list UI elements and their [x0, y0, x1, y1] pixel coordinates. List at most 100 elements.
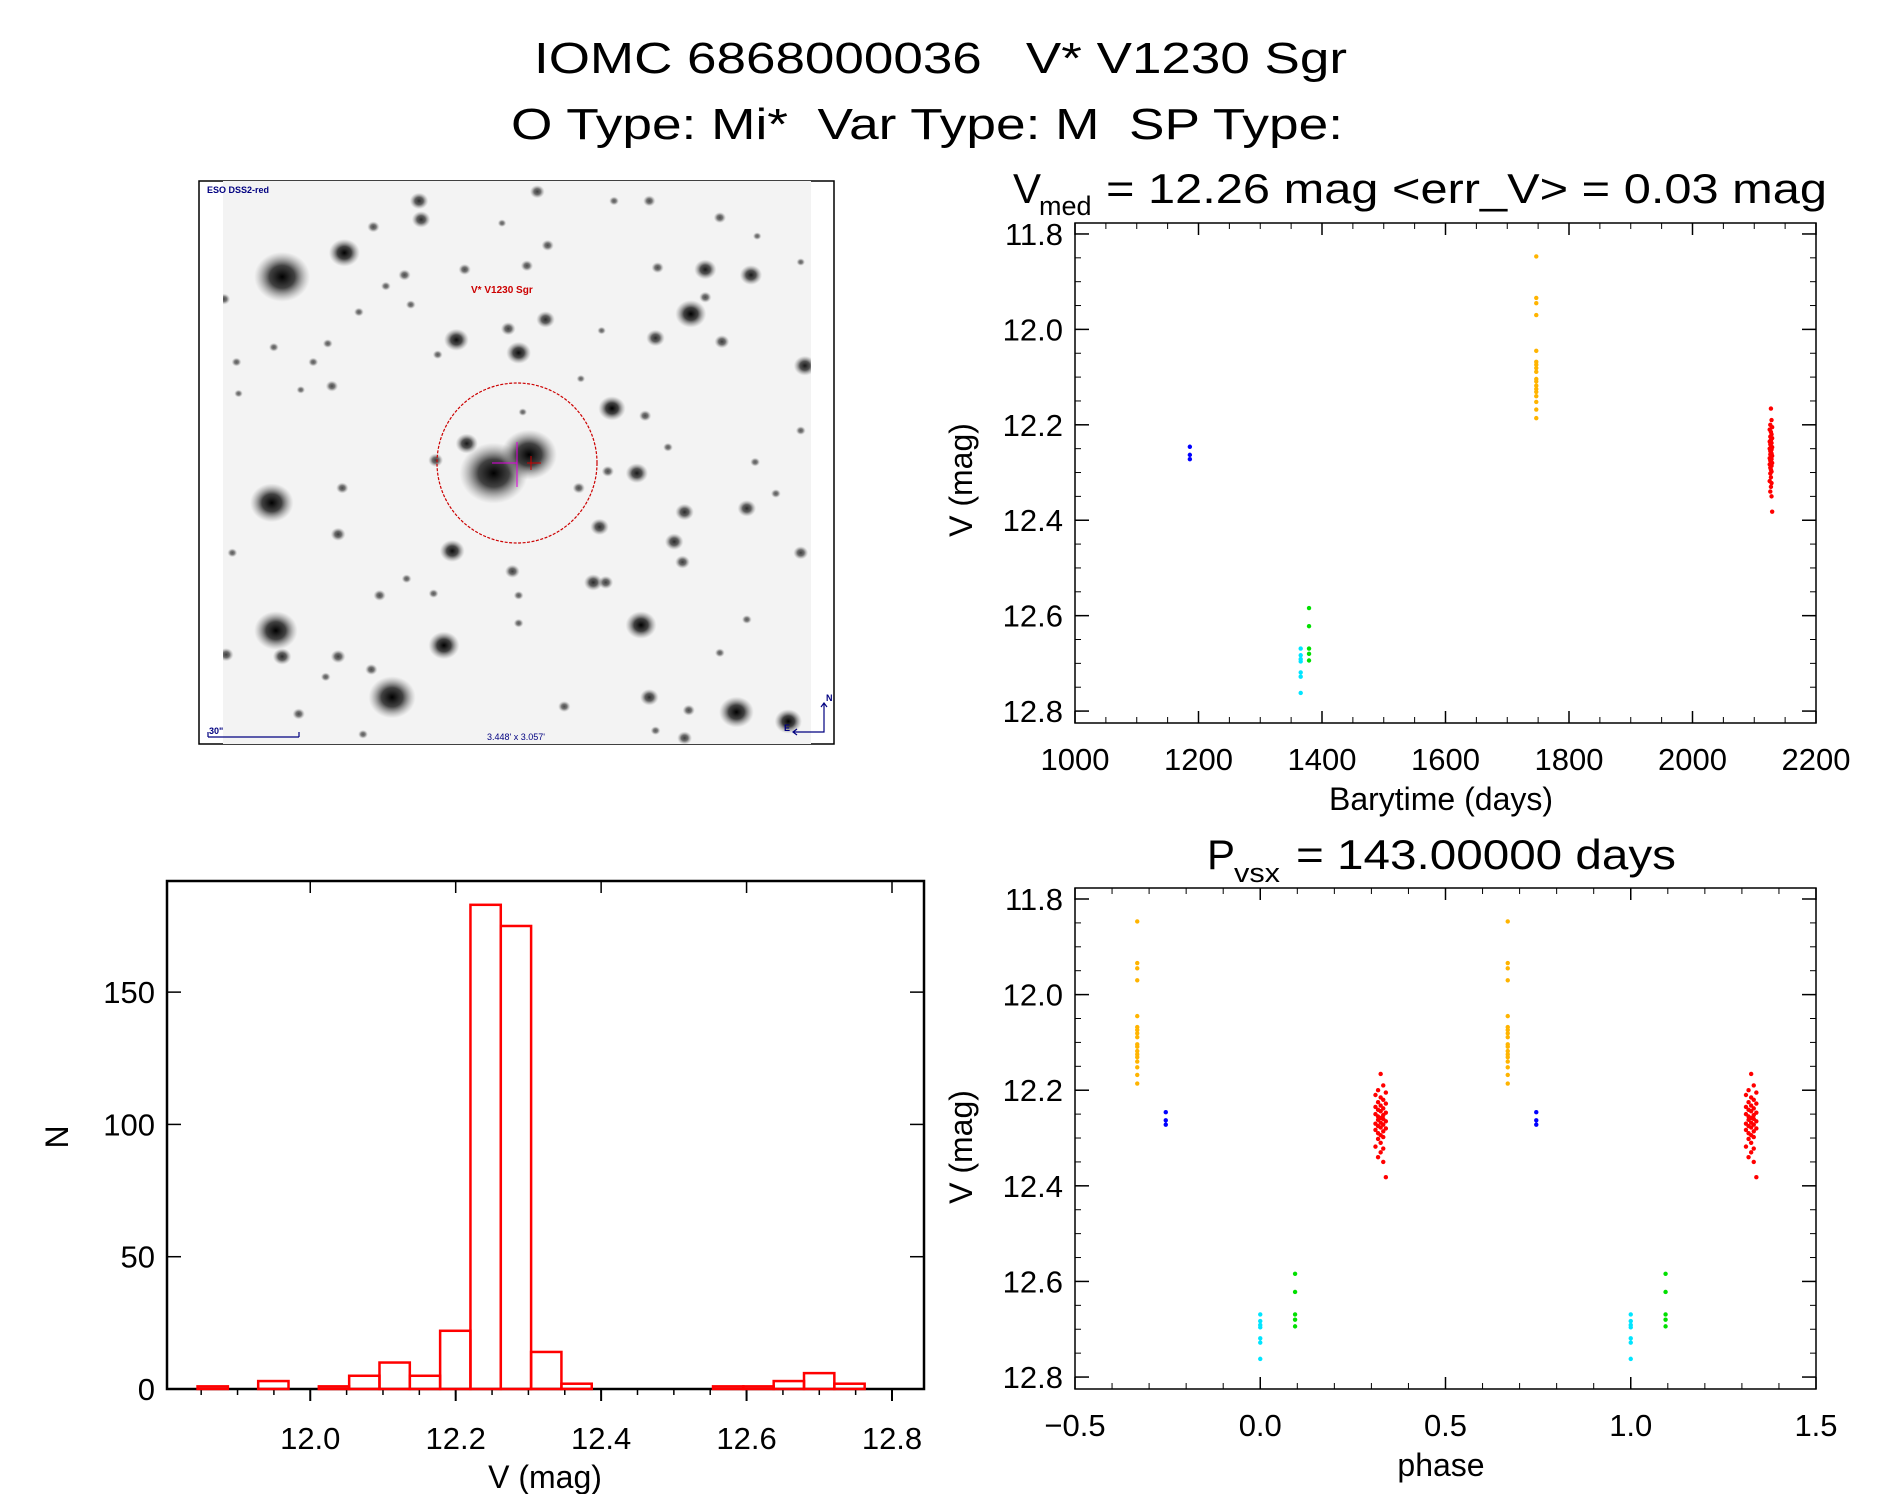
phase-plot-point	[1292, 1312, 1298, 1317]
light-curve-point	[1534, 389, 1539, 395]
star	[234, 389, 243, 398]
light-curve-point	[1534, 383, 1539, 388]
phase-plot-title-symbol: P	[1207, 831, 1235, 878]
phase-plot-point	[1135, 1065, 1140, 1070]
histogram-bar	[711, 1385, 745, 1391]
phase-plot-point	[1373, 1127, 1378, 1133]
phase-plot-point	[1505, 1081, 1510, 1086]
phase-plot-point	[1505, 960, 1510, 966]
star	[308, 357, 319, 367]
phase-plot-y-tick-label: 12.2	[1003, 1073, 1063, 1108]
phase-plot-point	[1754, 1126, 1759, 1131]
star	[500, 322, 516, 336]
phase-plot-point	[1163, 1118, 1168, 1123]
phase-plot-chart: P VSX = 143.00000 days phase V (mag) −0.…	[943, 831, 1838, 1483]
light-curve-point	[1534, 415, 1539, 421]
star	[796, 258, 806, 266]
histogram-axes-frame	[165, 879, 926, 1391]
phase-plot-x-tick-label: −0.5	[1044, 1408, 1105, 1443]
star	[558, 700, 571, 713]
star	[428, 631, 460, 660]
phase-plot-point	[1373, 1092, 1378, 1098]
phase-plot-point	[1373, 1144, 1378, 1149]
header-subtitle: O Type: Mi* Var Type: M SP Type:	[511, 100, 1343, 149]
phase-plot-point	[1135, 1072, 1140, 1078]
phase-plot-point	[1135, 919, 1140, 924]
phase-plot-y-tick-label: 11.8	[1005, 882, 1063, 917]
histogram-x-tick-label: 12.0	[280, 1421, 340, 1456]
phase-plot-point	[1258, 1325, 1263, 1330]
phase-plot-point	[1746, 1088, 1751, 1093]
phase-plot-point	[1505, 1055, 1510, 1060]
phase-plot-point	[1135, 1059, 1140, 1064]
star	[793, 546, 809, 560]
star	[737, 500, 757, 517]
light-curve-point	[1298, 659, 1303, 664]
star	[752, 232, 762, 241]
light-curve-y-tick-label: 11.8	[1005, 217, 1063, 252]
histogram-bar	[499, 924, 533, 1391]
phase-plot-point	[1375, 1154, 1381, 1160]
phase-plot-point	[1505, 1065, 1510, 1070]
phase-plot-point	[1751, 1097, 1756, 1102]
histogram-bar	[256, 1379, 290, 1391]
light-curve-y-tick-label: 12.4	[1003, 503, 1063, 538]
phase-plot-point	[1628, 1312, 1633, 1317]
light-curve-point	[1534, 362, 1539, 367]
star	[598, 575, 614, 590]
star	[541, 239, 554, 251]
phase-plot-x-tick-label: 0.5	[1424, 1408, 1467, 1443]
scale-bar-label: 30"	[209, 726, 223, 736]
phase-plot-title: = 143.00000 days	[1296, 831, 1676, 878]
phase-plot-y-tick-label: 12.6	[1003, 1264, 1063, 1299]
star	[322, 339, 333, 348]
light-curve-point	[1187, 456, 1193, 462]
light-curve-point	[1534, 365, 1539, 371]
phase-plot-point	[1743, 1127, 1749, 1133]
phase-plot-point	[1505, 1027, 1510, 1033]
light-curve-x-tick-label: 1200	[1164, 742, 1233, 777]
phase-plot-point	[1292, 1271, 1298, 1276]
star	[432, 350, 443, 360]
phase-plot-point	[1748, 1109, 1754, 1114]
star	[249, 483, 294, 523]
histogram-bar	[560, 1382, 593, 1391]
phase-plot-point	[1628, 1318, 1633, 1324]
star	[770, 489, 781, 498]
star	[625, 611, 657, 639]
light-curve-point	[1768, 475, 1774, 480]
light-curve-point	[1534, 369, 1539, 375]
phase-plot-point	[1373, 1104, 1378, 1110]
phase-plot-point	[1383, 1101, 1389, 1106]
phase-plot-point	[1751, 1159, 1756, 1165]
phase-plot-point	[1163, 1122, 1168, 1127]
phase-plot-point	[1746, 1117, 1751, 1123]
light-curve-point	[1768, 484, 1774, 490]
light-curve-point	[1306, 646, 1312, 651]
phase-plot-point	[1751, 1129, 1756, 1134]
light-curve-y-tick-label: 12.2	[1003, 408, 1063, 443]
phase-plot-point	[1505, 1031, 1510, 1036]
finder-image: ESO DSS2-red V* V1230 Sgr 30" 3.448' x 3…	[198, 180, 835, 745]
phase-plot-point	[1135, 1027, 1140, 1033]
phase-plot-point	[1628, 1325, 1633, 1330]
light-curve-axes-frame	[1074, 222, 1817, 724]
light-curve-point	[1769, 509, 1775, 514]
phase-plot-point	[1375, 1117, 1381, 1123]
star	[296, 385, 306, 394]
star	[601, 465, 615, 477]
phase-plot-point	[1754, 1090, 1759, 1095]
histogram-bar	[378, 1361, 412, 1391]
phase-plot-point	[1375, 1088, 1381, 1093]
light-curve-x-tick-label: 1400	[1288, 742, 1357, 777]
histogram-bar	[529, 1350, 563, 1391]
phase-plot-x-tick-label: 1.5	[1794, 1408, 1837, 1443]
star	[518, 408, 528, 416]
star	[254, 611, 298, 651]
phase-plot-point	[1534, 1122, 1539, 1127]
star	[675, 503, 694, 521]
phase-plot-point	[1378, 1125, 1383, 1130]
phase-plot-point	[1163, 1110, 1168, 1115]
light-curve-y-tick-label: 12.8	[1003, 694, 1063, 729]
phase-plot-point	[1378, 1071, 1383, 1077]
